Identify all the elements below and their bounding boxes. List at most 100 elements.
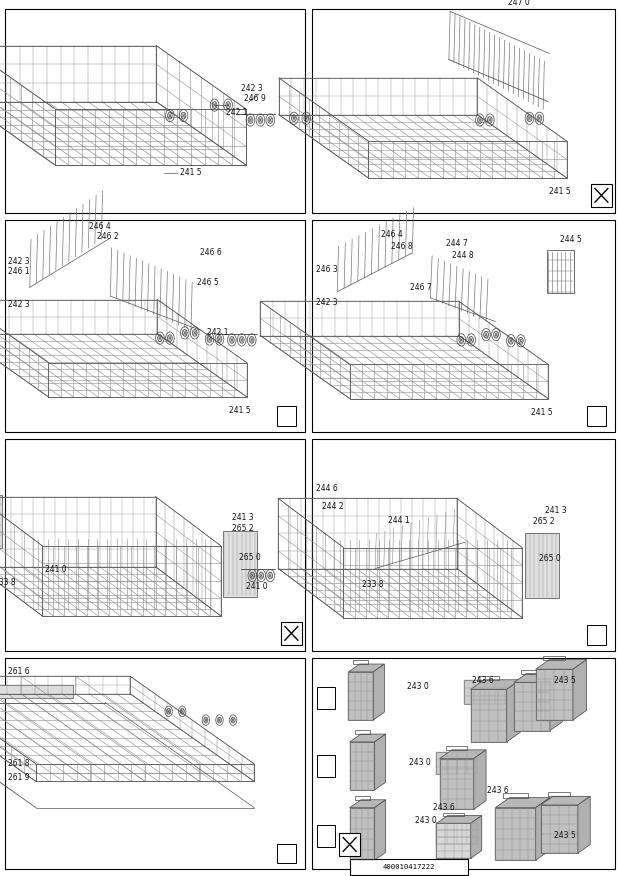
- Bar: [317, 825, 335, 846]
- Bar: [317, 687, 335, 710]
- Bar: [521, 670, 542, 674]
- Polygon shape: [374, 734, 386, 790]
- Text: 243 5: 243 5: [554, 831, 576, 840]
- Text: 246 6: 246 6: [200, 248, 222, 257]
- Text: 241 0: 241 0: [45, 565, 66, 574]
- Bar: [478, 675, 499, 680]
- Bar: [436, 752, 477, 774]
- Text: 246 9: 246 9: [244, 95, 265, 103]
- Polygon shape: [536, 797, 550, 860]
- Text: 241 5: 241 5: [180, 168, 202, 177]
- Text: 243 5: 243 5: [554, 676, 576, 685]
- Bar: [5, 9, 305, 213]
- Bar: [543, 655, 565, 660]
- Bar: [223, 531, 257, 597]
- Text: 241 0: 241 0: [246, 583, 267, 591]
- Bar: [436, 823, 477, 844]
- Bar: [464, 680, 505, 704]
- Polygon shape: [514, 682, 550, 731]
- Text: 244 8: 244 8: [452, 251, 474, 260]
- Text: 242 1: 242 1: [226, 108, 247, 117]
- Polygon shape: [514, 674, 562, 682]
- Text: 244 7: 244 7: [446, 239, 467, 248]
- Bar: [443, 813, 464, 816]
- Bar: [277, 406, 296, 426]
- Text: 244 2: 244 2: [322, 502, 343, 511]
- Text: 244 5: 244 5: [560, 235, 582, 244]
- Text: 261 9: 261 9: [8, 773, 30, 781]
- Polygon shape: [471, 689, 507, 742]
- Polygon shape: [495, 808, 536, 860]
- Text: 265 0: 265 0: [539, 555, 560, 563]
- Text: 265 0: 265 0: [239, 553, 260, 562]
- Polygon shape: [471, 816, 482, 858]
- Polygon shape: [573, 660, 587, 720]
- Bar: [312, 658, 615, 869]
- Text: 243 0: 243 0: [409, 758, 430, 766]
- Bar: [5, 658, 305, 869]
- Text: 400010417222: 400010417222: [383, 865, 435, 870]
- Bar: [339, 833, 360, 856]
- Bar: [587, 625, 606, 645]
- Polygon shape: [541, 796, 590, 805]
- Text: 233 8: 233 8: [362, 580, 384, 589]
- Bar: [350, 859, 468, 875]
- Bar: [591, 184, 612, 207]
- Text: 246 3: 246 3: [316, 265, 337, 274]
- Text: 243 6: 243 6: [433, 803, 455, 812]
- Text: 241 5: 241 5: [531, 408, 552, 417]
- Text: 243 6: 243 6: [472, 676, 494, 685]
- Bar: [525, 533, 559, 598]
- Bar: [281, 622, 302, 645]
- Text: 242 3: 242 3: [8, 257, 30, 265]
- Text: 261 6: 261 6: [8, 668, 30, 676]
- Text: 246 1: 246 1: [8, 267, 30, 276]
- Text: 242 3: 242 3: [316, 298, 337, 307]
- Bar: [277, 844, 296, 863]
- Polygon shape: [578, 796, 590, 853]
- Text: 243 6: 243 6: [487, 786, 509, 795]
- Text: 247 0: 247 0: [508, 0, 529, 7]
- Text: 241 5: 241 5: [229, 406, 251, 415]
- Text: 261 8: 261 8: [8, 759, 30, 768]
- Polygon shape: [436, 816, 482, 823]
- Polygon shape: [495, 797, 550, 808]
- Bar: [5, 439, 305, 651]
- Bar: [547, 250, 574, 293]
- Bar: [317, 754, 335, 777]
- Polygon shape: [348, 672, 373, 720]
- Bar: [312, 439, 615, 651]
- Text: 242 3: 242 3: [241, 84, 262, 93]
- Text: 241 5: 241 5: [549, 187, 571, 196]
- Text: 242 1: 242 1: [207, 328, 229, 336]
- Polygon shape: [541, 805, 578, 853]
- Text: 244 1: 244 1: [388, 516, 409, 525]
- Polygon shape: [348, 664, 384, 672]
- Polygon shape: [440, 750, 486, 759]
- Bar: [446, 745, 467, 750]
- Text: 246 4: 246 4: [381, 230, 402, 239]
- Text: 246 8: 246 8: [391, 242, 412, 251]
- Polygon shape: [440, 759, 474, 809]
- Polygon shape: [471, 680, 520, 689]
- Bar: [355, 795, 370, 800]
- Text: 242 3: 242 3: [8, 300, 30, 309]
- Polygon shape: [550, 674, 562, 731]
- Polygon shape: [374, 800, 386, 860]
- Polygon shape: [350, 800, 386, 808]
- Text: 243 0: 243 0: [415, 816, 436, 825]
- Text: 265 2: 265 2: [232, 524, 254, 533]
- Bar: [0, 685, 73, 698]
- Text: 246 2: 246 2: [97, 232, 118, 241]
- Bar: [312, 220, 615, 432]
- Text: 233 8: 233 8: [0, 578, 16, 587]
- Text: 246 7: 246 7: [410, 283, 432, 292]
- Polygon shape: [474, 750, 486, 809]
- Bar: [0, 495, 2, 548]
- Polygon shape: [350, 734, 386, 742]
- Bar: [548, 793, 570, 796]
- Bar: [587, 406, 606, 426]
- Text: 241 3: 241 3: [232, 513, 254, 522]
- Bar: [5, 220, 305, 432]
- Polygon shape: [536, 669, 573, 720]
